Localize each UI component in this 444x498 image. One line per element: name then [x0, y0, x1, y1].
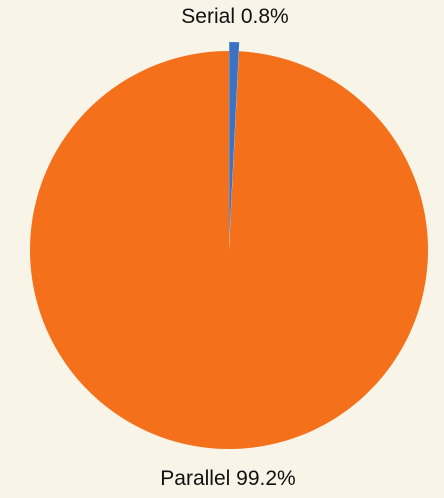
pie-slices	[29, 42, 428, 450]
pie-slice-parallel	[29, 51, 428, 450]
slice-label-serial: Serial 0.8%	[181, 5, 288, 28]
slice-label-parallel: Parallel 99.2%	[160, 467, 295, 490]
pie-slice-serial	[229, 42, 240, 242]
